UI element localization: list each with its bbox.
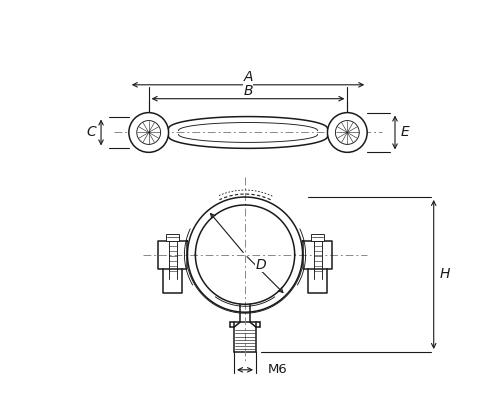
Bar <box>166 234 179 241</box>
Circle shape <box>328 113 367 152</box>
Text: H: H <box>440 268 450 282</box>
Circle shape <box>129 113 168 152</box>
Text: C: C <box>86 126 96 140</box>
Text: E: E <box>400 126 409 140</box>
Text: M6: M6 <box>268 363 287 376</box>
Text: D: D <box>256 258 266 272</box>
Bar <box>310 234 324 241</box>
Text: A: A <box>244 70 253 84</box>
Text: B: B <box>244 84 253 98</box>
